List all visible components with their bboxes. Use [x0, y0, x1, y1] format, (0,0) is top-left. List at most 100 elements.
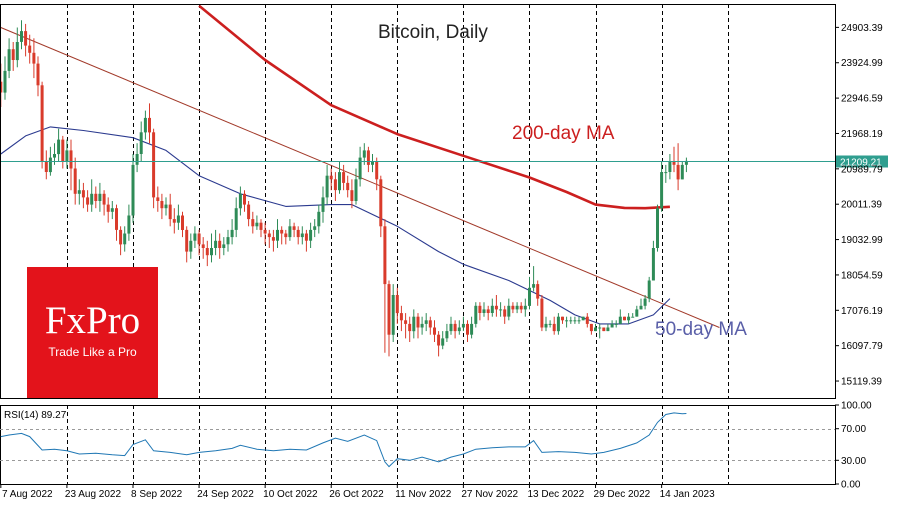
- candle: [276, 219, 279, 248]
- candle-body: [552, 323, 556, 332]
- candle: [532, 266, 536, 292]
- candle-body: [271, 237, 275, 241]
- candle: [416, 313, 420, 339]
- candle: [36, 56, 40, 97]
- candle-body: [226, 237, 230, 245]
- candle-body: [577, 320, 581, 322]
- candle: [321, 186, 325, 223]
- candle: [602, 327, 606, 332]
- candle-body: [499, 309, 503, 311]
- candle-body: [329, 175, 333, 180]
- y-tick-label: 19032.99: [841, 235, 883, 246]
- candle: [313, 219, 317, 238]
- candle-body: [156, 197, 160, 201]
- candle: [57, 128, 61, 162]
- candle-body: [383, 226, 387, 285]
- candle-body: [602, 327, 606, 332]
- candle: [267, 229, 271, 248]
- candle-body: [598, 327, 602, 329]
- rsi-panel: 100.00 70.00 30.00 0.00: [0, 401, 872, 491]
- candle-body: [94, 193, 98, 201]
- candle-body: [437, 334, 441, 346]
- candle-body: [362, 150, 366, 158]
- candle: [494, 295, 498, 317]
- candle: [548, 320, 552, 328]
- rsi-y-tick-label: 100.00: [841, 401, 872, 412]
- candle: [90, 179, 94, 212]
- candle-body: [135, 154, 139, 165]
- candle-body: [561, 316, 564, 321]
- candle-body: [24, 31, 28, 46]
- candle-body: [77, 190, 81, 194]
- candle: [672, 146, 676, 173]
- candle-body: [48, 157, 52, 173]
- candle-body: [143, 117, 147, 133]
- last-price-label: 21209.21: [840, 158, 882, 169]
- candle-body: [3, 70, 7, 93]
- candle-body: [7, 49, 11, 71]
- candle-body: [490, 305, 494, 313]
- y-tick-label: 23924.99: [841, 58, 883, 69]
- candle-body: [519, 305, 523, 310]
- candle: [309, 222, 313, 248]
- last-price-line: 21209.21: [0, 155, 888, 169]
- candle: [437, 331, 441, 357]
- x-tick-label: 11 Nov 2022: [395, 489, 451, 500]
- candle-body: [15, 42, 19, 61]
- candle-body: [350, 190, 354, 201]
- candle: [329, 168, 333, 191]
- candle-body: [354, 179, 358, 201]
- candle: [420, 316, 424, 335]
- candle-body: [408, 323, 412, 332]
- candle-body: [65, 150, 69, 162]
- candle: [428, 316, 432, 335]
- candle: [247, 201, 251, 227]
- main-frame: [0, 4, 836, 399]
- candle-body: [243, 193, 246, 205]
- candle: [218, 233, 222, 259]
- candle: [185, 226, 189, 263]
- candle: [371, 154, 374, 173]
- candle-body: [358, 157, 362, 180]
- candle-body: [523, 305, 527, 310]
- candle-body: [11, 49, 15, 60]
- candle: [181, 211, 184, 238]
- candle-body: [276, 229, 279, 241]
- candle: [28, 34, 32, 64]
- last-price-tag: [836, 155, 888, 168]
- candle-body: [119, 229, 123, 245]
- candle-body: [627, 316, 631, 321]
- candle-body: [635, 309, 639, 317]
- candle: [20, 20, 23, 50]
- candle-body: [342, 172, 346, 183]
- candle-body: [668, 161, 672, 172]
- candle-body: [486, 309, 490, 313]
- candle: [503, 305, 507, 324]
- candle: [433, 320, 436, 342]
- candle: [680, 161, 684, 180]
- candle: [544, 316, 548, 332]
- candle-body: [309, 229, 313, 241]
- candle-body: [395, 295, 399, 314]
- candle: [251, 211, 255, 234]
- logo-name: FxPro: [44, 299, 141, 342]
- candle-body: [569, 320, 573, 322]
- candle: [511, 302, 515, 314]
- candle-body: [441, 338, 445, 346]
- candle: [61, 135, 65, 169]
- candle-body: [214, 240, 218, 248]
- candle: [292, 222, 296, 238]
- candle: [639, 298, 643, 310]
- candle-body: [210, 248, 213, 256]
- candle-body: [304, 233, 308, 241]
- candle-body: [478, 305, 482, 313]
- candle: [589, 323, 593, 335]
- candle-body: [81, 190, 85, 198]
- candle: [164, 197, 168, 216]
- candle-body: [589, 323, 593, 332]
- candle: [457, 320, 461, 335]
- candle: [627, 313, 631, 324]
- candle-body: [267, 233, 271, 238]
- candle: [238, 186, 242, 216]
